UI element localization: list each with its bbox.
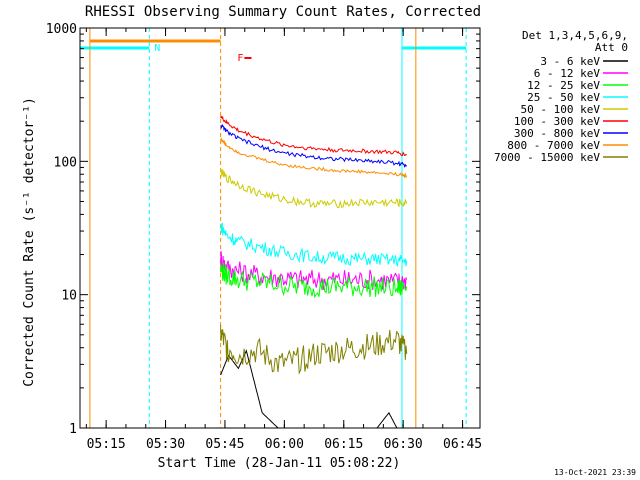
annotation-n: N [154, 43, 160, 54]
legend-label-3: 25 - 50 keV [527, 91, 600, 104]
x-axis-label: Start Time (28-Jan-11 05:08:22) [158, 456, 401, 471]
x-tick-label-3: 06:00 [265, 437, 304, 452]
legend-label-7: 800 - 7000 keV [507, 139, 600, 152]
series-line-1 [220, 251, 408, 291]
axis-ticks: 05:15 05:30 05:45 06:00 06:15 06:30 06:45 1 10 10… [46, 22, 482, 452]
legend-header-line2: Att 0 [595, 41, 628, 54]
chart-marks: NF [80, 28, 467, 429]
x-tick-label-6: 06:45 [443, 437, 482, 452]
y-tick-label-0: 1 [69, 422, 77, 437]
legend-label-1: 6 - 12 keV [534, 67, 601, 80]
annotation-f: F [237, 53, 243, 64]
x-tick-label-0: 05:15 [87, 437, 126, 452]
legend-label-2: 12 - 25 keV [527, 79, 600, 92]
y-tick-label-3: 1000 [46, 22, 77, 37]
legend-label-5: 100 - 300 keV [514, 115, 600, 128]
x-tick-label-4: 06:15 [324, 437, 363, 452]
y-tick-label-2: 100 [54, 155, 77, 170]
y-axis-label: Corrected Count Rate (s⁻¹ detector⁻¹) [22, 97, 37, 387]
legend-header-line1: Det 1,3,4,5,6,9, [522, 29, 628, 42]
y-tick-label-1: 10 [61, 289, 77, 304]
series-line-4 [220, 168, 408, 209]
series-line-3 [220, 222, 408, 267]
legend-label-6: 300 - 800 keV [514, 127, 600, 140]
x-tick-label-1: 05:30 [146, 437, 185, 452]
series-line-5 [220, 115, 407, 157]
legend-label-0: 3 - 6 keV [540, 55, 600, 68]
legend-label-4: 50 - 100 keV [521, 103, 601, 116]
chart-title: RHESSI Observing Summary Count Rates, Co… [85, 4, 481, 20]
timestamp: 13-Oct-2021 23:39 [554, 468, 636, 477]
series-line-8 [220, 325, 408, 375]
series-line-6 [220, 123, 408, 168]
x-tick-label-2: 05:45 [205, 437, 244, 452]
series-line-7 [220, 137, 408, 179]
series-line-2 [220, 262, 408, 299]
plot-frame [79, 27, 481, 429]
x-tick-label-5: 06:30 [384, 437, 423, 452]
legend-label-8: 7000 - 15000 keV [494, 151, 600, 164]
